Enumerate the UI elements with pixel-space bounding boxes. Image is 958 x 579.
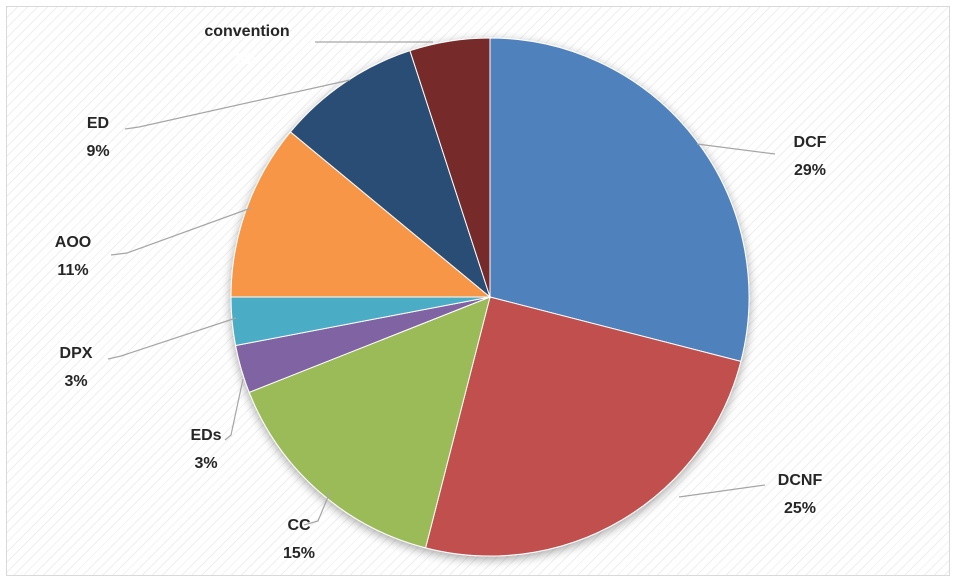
leader-line-dpx (107, 317, 237, 360)
data-label-name-cc: CC (287, 517, 311, 534)
pie-slice-dcnf (424, 296, 742, 557)
pie-chart: DCF 29% DCNF 25% CC 15% EDs 3% DPX 3% AOO 11% ED 9% co… (55, 23, 827, 562)
data-label-name-dcf: DCF (794, 134, 827, 151)
data-label-name-dpx: DPX (60, 345, 93, 362)
data-label-value-dcf: 29% (794, 162, 826, 179)
pie-slice-cc (248, 296, 491, 549)
pie-slice-convention (409, 37, 491, 298)
data-label-value-aoo: 11% (57, 262, 88, 279)
leader-line-eds (224, 378, 244, 441)
pie-slice-ed (289, 50, 492, 299)
data-label-value-ed: 9% (86, 143, 109, 160)
data-label-value-dpx: 3% (64, 373, 87, 390)
leader-line-aoo (110, 207, 252, 256)
data-label-value-convention: 5% (235, 51, 258, 68)
leader-line-dcf (696, 143, 776, 155)
data-label-value-dcnf: 25% (784, 500, 816, 517)
data-label-name-eds: EDs (190, 427, 221, 444)
data-label-name-ed: ED (87, 115, 109, 132)
pie-slice-dcf (489, 37, 750, 363)
chart-area: DCF 29% DCNF 25% CC 15% EDs 3% DPX 3% AOO 11% ED 9% co… (6, 6, 950, 576)
data-label-value-cc: 15% (283, 545, 315, 562)
data-label-name-dcnf: DCNF (778, 472, 823, 489)
leader-line-ed (124, 79, 351, 130)
data-label-name-aoo: AOO (55, 234, 91, 251)
leader-line-dcnf (678, 484, 766, 498)
data-label-name-convention: convention (204, 23, 289, 40)
data-label-value-eds: 3% (194, 455, 217, 472)
leader-line-cc (303, 491, 331, 526)
